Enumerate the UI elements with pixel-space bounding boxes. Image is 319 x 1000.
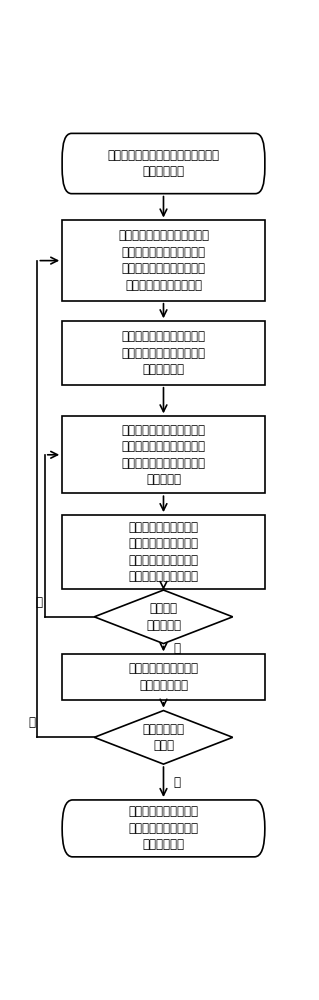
FancyBboxPatch shape xyxy=(62,133,265,194)
Text: 是: 是 xyxy=(174,642,180,655)
Text: 利用偏差搜索函数，搜
索最佳干涉距离: 利用偏差搜索函数，搜 索最佳干涉距离 xyxy=(129,662,198,692)
Text: 是: 是 xyxy=(174,776,180,789)
Text: 收集干涉距离，利用锚
点位置信息和定位算法
确定节点位置: 收集干涉距离，利用锚 点位置信息和定位算法 确定节点位置 xyxy=(129,805,198,851)
Text: 选择一对发射节点，主发射节
点发送同步报文，使得两个
发射节点和两个接收节点在
预定时刻开始发送和接收: 选择一对发射节点，主发射节 点发送同步报文，使得两个 发射节点和两个接收节点在 … xyxy=(118,229,209,292)
Text: 一组频率
测量完毕？: 一组频率 测量完毕？ xyxy=(146,602,181,632)
Text: 发送节点的调度，按时分复用方式确
定发送节点对: 发送节点的调度，按时分复用方式确 定发送节点对 xyxy=(108,149,219,178)
Text: 否: 否 xyxy=(35,596,42,609)
Text: 所有锚点发送
完毕？: 所有锚点发送 完毕？ xyxy=(143,723,184,752)
Polygon shape xyxy=(94,711,233,764)
Polygon shape xyxy=(94,590,233,644)
Bar xyxy=(62,220,265,301)
Bar xyxy=(62,416,265,493)
Text: 采样测量的低频差拍信
号，并利用时域或频域
相位估计方法计算两个
接收节点干涉相位的差: 采样测量的低频差拍信 号，并利用时域或频域 相位估计方法计算两个 接收节点干涉相… xyxy=(129,521,198,583)
Text: 否: 否 xyxy=(28,716,35,729)
Text: 两个发送节点之间校准发射
频率，保证产生较为精确的
干涉差频信号: 两个发送节点之间校准发射 频率，保证产生较为精确的 干涉差频信号 xyxy=(122,330,205,376)
FancyBboxPatch shape xyxy=(62,800,265,857)
Bar xyxy=(62,654,265,700)
Bar xyxy=(62,321,265,385)
Bar xyxy=(62,515,265,589)
Text: 采用双伪随机码设计一组测
量频率，从中选择一个新的
测量频率，在这个频率上测
量干涉相位: 采用双伪随机码设计一组测 量频率，从中选择一个新的 测量频率，在这个频率上测 量… xyxy=(122,424,205,486)
